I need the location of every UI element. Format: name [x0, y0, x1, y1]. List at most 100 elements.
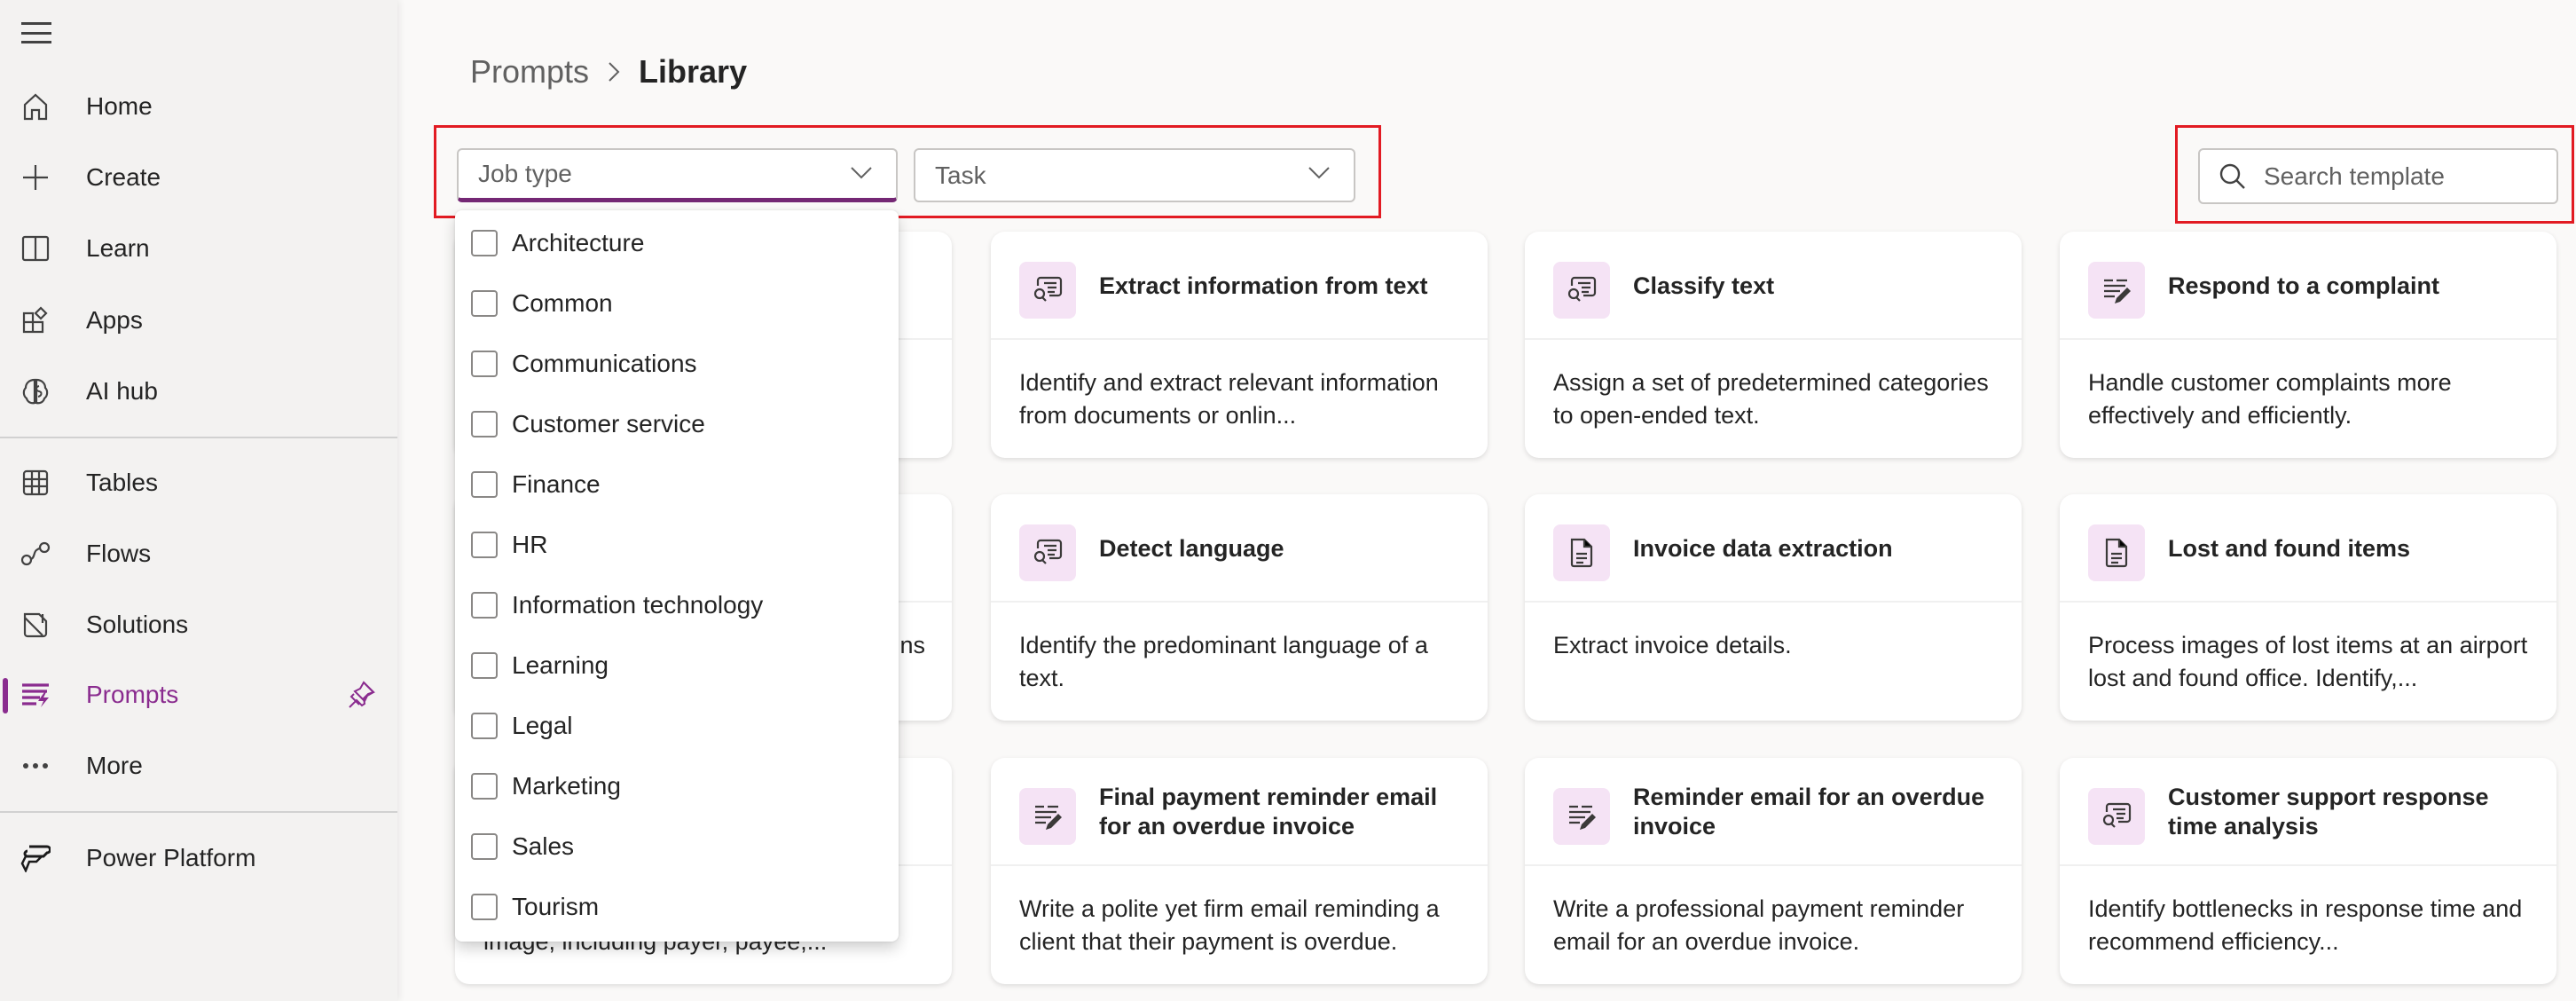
sidebar-item-prompts[interactable]: Prompts: [0, 664, 397, 726]
checkbox[interactable]: [471, 290, 498, 317]
breadcrumb-prompts[interactable]: Prompts: [470, 53, 590, 90]
job-type-option-finance[interactable]: Finance: [455, 455, 899, 514]
chat-search-icon: [1553, 262, 1610, 319]
job-type-listbox: Architecture Common Communications Customer…: [455, 210, 899, 942]
sidebar-item-label: Home: [86, 92, 153, 120]
document-icon: [2088, 524, 2145, 581]
sidebar-item-apps[interactable]: Apps: [0, 289, 397, 351]
chat-search-icon: [1019, 524, 1076, 581]
chat-search-icon: [1019, 262, 1076, 319]
checkbox[interactable]: [471, 713, 498, 739]
search-template-input[interactable]: Search template: [2198, 148, 2558, 204]
template-card[interactable]: Classify text Assign a set of predetermin…: [1525, 232, 2022, 458]
template-card[interactable]: Lost and found items Process images of lo…: [2060, 494, 2556, 721]
sidebar-item-label: More: [86, 752, 143, 779]
job-type-option-legal[interactable]: Legal: [455, 697, 899, 755]
checkbox[interactable]: [471, 230, 498, 256]
sidebar-item-flows[interactable]: Flows: [0, 523, 397, 585]
card-header: Classify text: [1525, 232, 2022, 340]
solutions-icon: [20, 609, 51, 641]
breadcrumb-library: Library: [639, 53, 748, 90]
text-edit-icon: [1553, 788, 1610, 845]
card-title: Classify text: [1633, 272, 1775, 299]
task-dropdown[interactable]: Task: [914, 148, 1355, 202]
card-description: Identify the predominant language of a t…: [1019, 632, 1428, 691]
option-label: Customer service: [512, 410, 705, 437]
job-type-option-communications[interactable]: Communications: [455, 335, 899, 393]
template-card[interactable]: Respond to a complaint Handle customer co…: [2060, 232, 2556, 458]
job-type-option-information-technology[interactable]: Information technology: [455, 576, 899, 634]
job-type-option-sales[interactable]: Sales: [455, 817, 899, 876]
checkbox[interactable]: [471, 411, 498, 437]
option-label: Information technology: [512, 591, 764, 619]
job-type-dropdown[interactable]: Job type: [457, 148, 898, 202]
job-type-option-learning[interactable]: Learning: [455, 636, 899, 695]
sidebar-item-label: Flows: [86, 540, 152, 567]
card-description: Write a polite yet firm email reminding …: [1019, 895, 1440, 955]
chevron-down-icon: [1308, 167, 1330, 179]
card-header: Detect language: [991, 494, 1488, 603]
option-label: Sales: [512, 832, 575, 860]
home-icon: [20, 91, 51, 122]
sidebar-item-tables[interactable]: Tables: [0, 452, 397, 514]
job-type-option-common[interactable]: Common: [455, 274, 899, 333]
template-card[interactable]: Reminder email for an overdue invoice Wri…: [1525, 758, 2022, 984]
checkbox[interactable]: [471, 592, 498, 619]
job-type-option-architecture[interactable]: Architecture: [455, 214, 899, 272]
prompts-icon: [20, 679, 51, 711]
power-platform-icon: [20, 842, 51, 874]
sidebar-item-solutions[interactable]: Solutions: [0, 594, 397, 656]
sidebar-item-create[interactable]: Create: [0, 146, 397, 209]
search-icon: [2219, 163, 2245, 189]
card-description: Process images of lost items at an airpo…: [2088, 632, 2528, 691]
card-title: Respond to a complaint: [2168, 272, 2440, 299]
checkbox[interactable]: [471, 532, 498, 558]
option-label: Finance: [512, 470, 601, 498]
checkbox[interactable]: [471, 773, 498, 800]
template-card[interactable]: Extract information from text Identify an…: [991, 232, 1488, 458]
checkbox[interactable]: [471, 351, 498, 377]
card-header: Reminder email for an overdue invoice: [1525, 758, 2022, 866]
sidebar-item-home[interactable]: Home: [0, 75, 397, 138]
sidebar-item-label: Learn: [86, 234, 150, 262]
checkbox[interactable]: [471, 652, 498, 679]
nav-divider: [0, 437, 397, 438]
breadcrumb: Prompts Library: [470, 53, 747, 91]
hamburger-icon[interactable]: [21, 20, 51, 46]
checkbox[interactable]: [471, 833, 498, 860]
sidebar-item-label: Apps: [86, 306, 143, 334]
option-label: Marketing: [512, 772, 621, 800]
card-header: Final payment reminder email for an over…: [991, 758, 1488, 866]
sidebar-item-ai-hub[interactable]: AI hub: [0, 360, 397, 422]
job-type-option-hr[interactable]: HR: [455, 516, 899, 574]
job-type-option-tourism[interactable]: Tourism: [455, 878, 899, 936]
template-card[interactable]: Final payment reminder email for an over…: [991, 758, 1488, 984]
sidebar-item-learn[interactable]: Learn: [0, 217, 397, 280]
pin-icon[interactable]: [346, 680, 376, 710]
option-label: Legal: [512, 712, 573, 739]
template-card[interactable]: Detect language Identify the predominant …: [991, 494, 1488, 721]
template-card[interactable]: Customer support response time analysis I…: [2060, 758, 2556, 984]
job-type-option-customer-service[interactable]: Customer service: [455, 395, 899, 453]
checkbox[interactable]: [471, 894, 498, 920]
card-header: Customer support response time analysis: [2060, 758, 2556, 866]
sidebar-item-label: Prompts: [86, 681, 179, 708]
card-header: Respond to a complaint: [2060, 232, 2556, 340]
card-title: Extract information from text: [1099, 272, 1428, 299]
more-icon: [20, 750, 51, 782]
card-title: Lost and found items: [2168, 534, 2410, 562]
card-description: Identify and extract relevant informatio…: [1019, 369, 1439, 429]
option-label: Tourism: [512, 893, 600, 920]
text-edit-icon: [2088, 262, 2145, 319]
checkbox[interactable]: [471, 471, 498, 498]
sidebar-item-label: Power Platform: [86, 844, 256, 871]
sidebar-item-more[interactable]: More: [0, 735, 397, 797]
card-title: Customer support response time analysis: [2168, 784, 2489, 839]
template-card[interactable]: Invoice data extraction Extract invoice d…: [1525, 494, 2022, 721]
card-description: Assign a set of predetermined categories…: [1553, 369, 1989, 429]
sidebar-item-label: Tables: [86, 469, 158, 496]
card-description: Extract invoice details.: [1553, 632, 1792, 658]
sidebar-item-power-platform[interactable]: Power Platform: [0, 827, 397, 889]
document-icon: [1553, 524, 1610, 581]
job-type-option-marketing[interactable]: Marketing: [455, 757, 899, 816]
